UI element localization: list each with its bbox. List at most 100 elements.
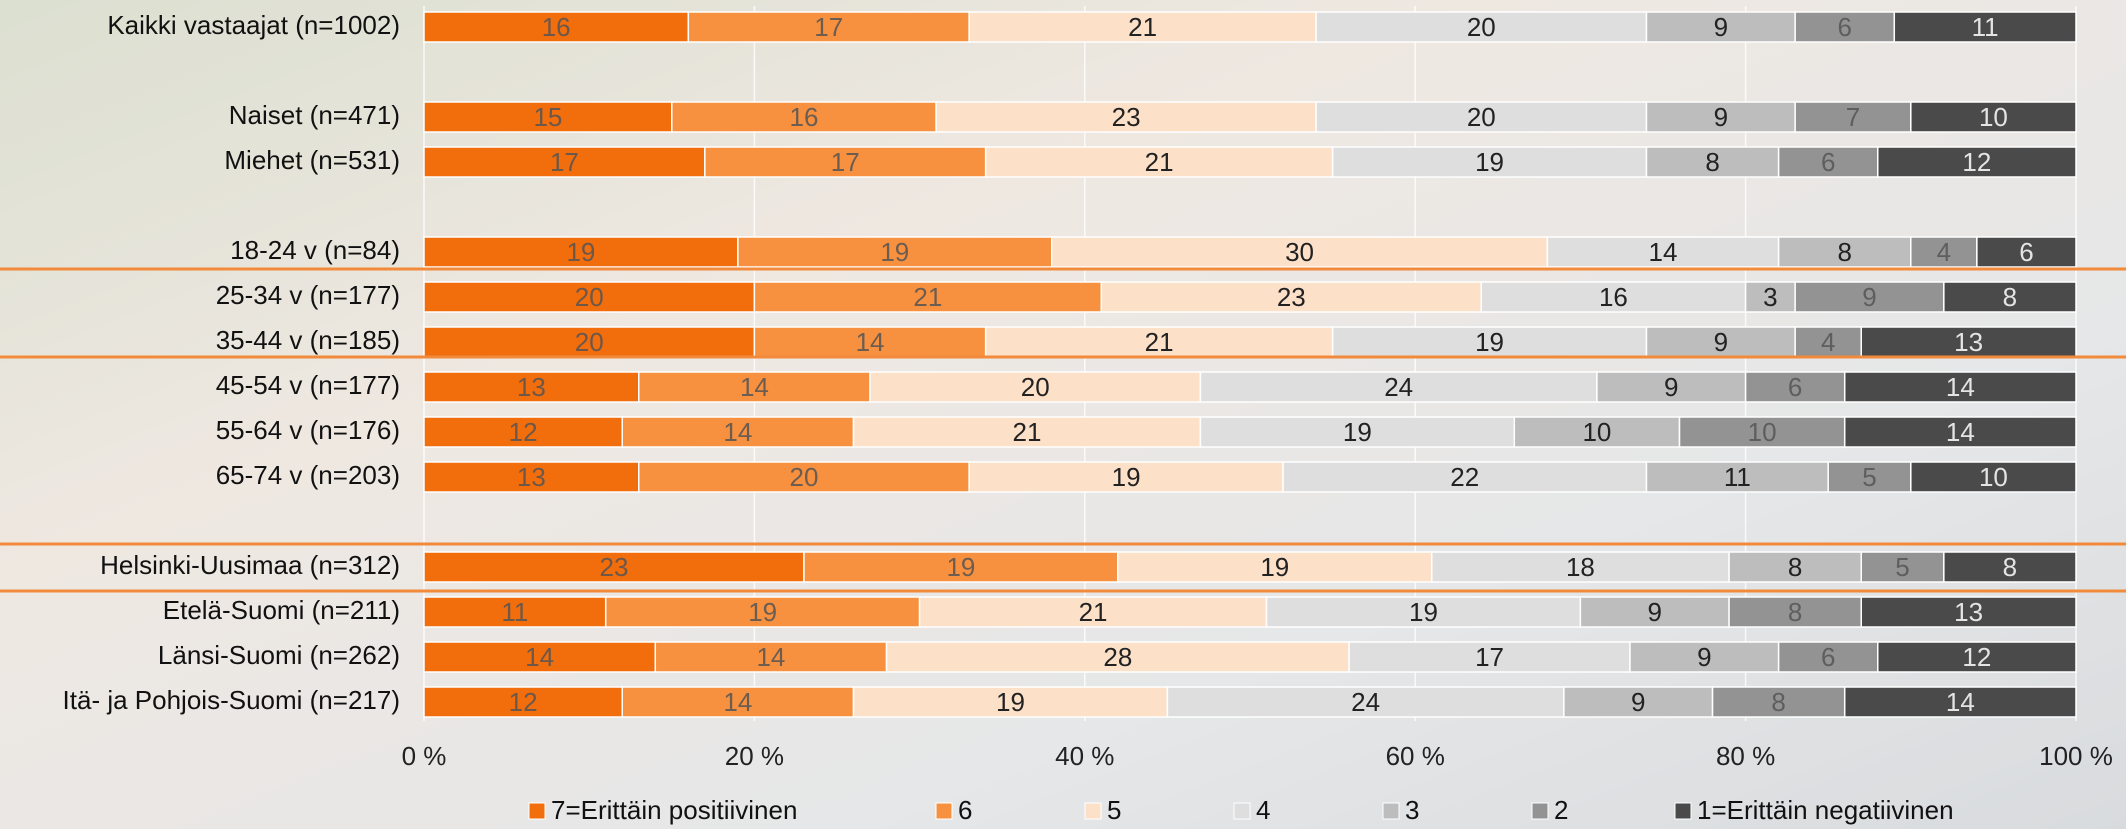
category-label: 25-34 v (n=177) (216, 280, 400, 310)
data-label: 4 (1821, 327, 1835, 357)
bar-segment (753, 281, 1103, 313)
data-label: 6 (1788, 372, 1802, 402)
bar-segment (1117, 551, 1433, 583)
legend-label: 2 (1554, 795, 1568, 825)
bar-segment (1480, 281, 1747, 313)
data-label: 11 (1972, 12, 1999, 42)
category-label: Itä- ja Pohjois-Suomi (n=217) (63, 685, 400, 715)
x-tick-label: 0 % (402, 741, 447, 771)
bar-segment (1976, 236, 2077, 268)
bar-segment (885, 641, 1350, 673)
bar-segment (1794, 101, 1912, 133)
bar-segment (968, 11, 1317, 43)
bar-segment (423, 326, 756, 358)
bar-segment (1744, 281, 1796, 313)
data-label: 20 (575, 282, 604, 312)
bar-segment (1910, 101, 2077, 133)
x-tick-label: 60 % (1386, 741, 1445, 771)
bar-segment (1860, 326, 2077, 358)
category-label: 18-24 v (n=84) (230, 235, 400, 265)
data-label: 8 (1771, 687, 1785, 717)
bar-segment (984, 146, 1334, 178)
bar-segment (968, 461, 1284, 493)
data-label: 28 (1103, 642, 1132, 672)
data-label: 21 (1145, 147, 1174, 177)
category-label: Miehet (n=531) (224, 145, 400, 175)
bar-segment (423, 146, 706, 178)
bar-segment (1331, 146, 1648, 178)
data-label: 20 (1467, 12, 1496, 42)
bar-segment (1579, 596, 1730, 628)
data-label: 13 (1954, 327, 1983, 357)
data-label: 21 (1013, 417, 1042, 447)
legend-swatch (1531, 802, 1549, 820)
category-label: Etelä-Suomi (n=211) (163, 595, 400, 625)
data-label: 4 (1937, 237, 1951, 267)
data-label: 12 (1962, 147, 1991, 177)
data-label: 11 (1724, 462, 1751, 492)
bar-segment (687, 11, 970, 43)
data-label: 14 (756, 642, 785, 672)
data-label: 11 (501, 597, 528, 627)
data-label: 19 (1260, 552, 1289, 582)
legend-swatch (1382, 802, 1400, 820)
bar-segment (1348, 641, 1631, 673)
bar-segment (852, 686, 1169, 718)
bar-segment (423, 641, 657, 673)
data-label: 16 (789, 102, 818, 132)
bar-segment (423, 416, 623, 448)
legend-swatch (528, 802, 546, 820)
data-label: 19 (566, 237, 595, 267)
bar-segment (1315, 101, 1648, 133)
data-label: 9 (1697, 642, 1711, 672)
data-label: 30 (1285, 237, 1314, 267)
legend-label: 6 (958, 795, 972, 825)
bar-segment (1051, 236, 1549, 268)
data-label: 10 (1979, 462, 2008, 492)
data-label: 9 (1631, 687, 1645, 717)
bar-segment (1513, 416, 1681, 448)
data-label: 15 (533, 102, 562, 132)
bar-segment (1943, 281, 2077, 313)
bar-segment (1910, 236, 1978, 268)
data-label: 22 (1450, 462, 1479, 492)
data-label: 10 (1979, 102, 2008, 132)
data-label: 24 (1351, 687, 1380, 717)
bar-segment (852, 416, 1202, 448)
data-label: 3 (1763, 282, 1777, 312)
data-label: 8 (2003, 552, 2017, 582)
bar-segment (604, 596, 921, 628)
data-label: 8 (1705, 147, 1719, 177)
bar-segment (638, 461, 970, 493)
data-label: 9 (1714, 12, 1728, 42)
data-label: 17 (1475, 642, 1504, 672)
data-label: 19 (996, 687, 1025, 717)
data-label: 14 (525, 642, 554, 672)
bar-segment (638, 371, 871, 403)
bar-segment (1678, 416, 1846, 448)
legend-swatch (1674, 802, 1692, 820)
bar-segment (1563, 686, 1714, 718)
bar-segment (621, 416, 855, 448)
bar-segment (1843, 686, 2077, 718)
legend-swatch (935, 802, 953, 820)
data-label: 13 (517, 462, 546, 492)
bar-segment (1877, 146, 2077, 178)
category-label: Kaikki vastaajat (n=1002) (107, 10, 400, 40)
data-label: 19 (1475, 327, 1504, 357)
data-label: 13 (517, 372, 546, 402)
legend-label: 1=Erittäin negatiivinen (1697, 795, 1954, 825)
bar-segment (1199, 371, 1598, 403)
bar-segment (671, 101, 937, 133)
data-label: 23 (600, 552, 629, 582)
data-label: 19 (1112, 462, 1141, 492)
x-tick-label: 40 % (1055, 741, 1114, 771)
bar-segment (1629, 641, 1780, 673)
data-label: 18 (1566, 552, 1595, 582)
data-label: 9 (1648, 597, 1662, 627)
bar-segment (1728, 596, 1862, 628)
bar-segment (1910, 461, 2077, 493)
bar-segment (423, 551, 805, 583)
bar-segment (1166, 686, 1565, 718)
legend-swatch (1084, 802, 1102, 820)
